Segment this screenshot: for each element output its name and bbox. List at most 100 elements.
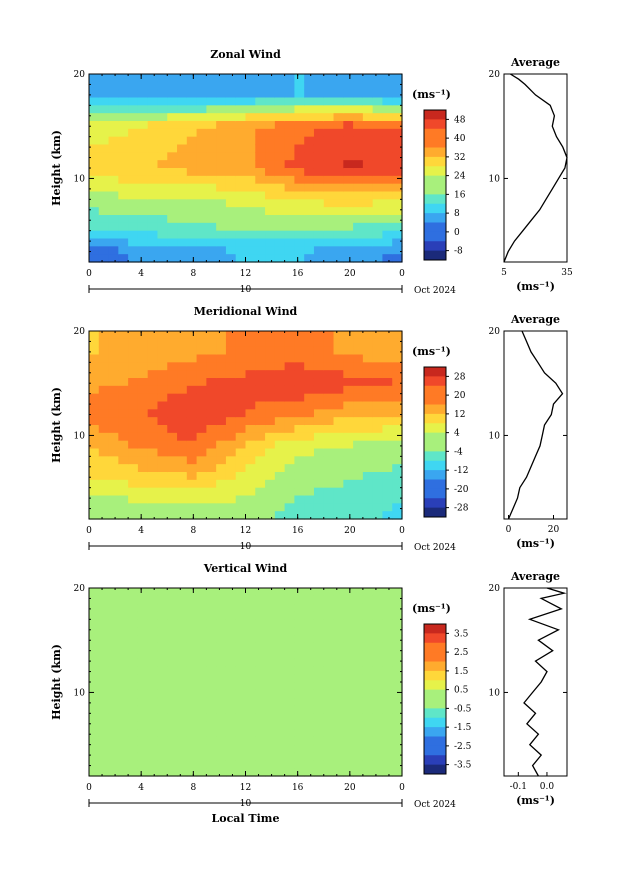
heatmap-cell	[108, 230, 119, 240]
heatmap-cell	[362, 385, 374, 395]
heatmap-cell	[362, 487, 374, 497]
heatmap-cell	[362, 456, 374, 465]
heatmap-cell	[265, 113, 276, 122]
heatmap-cell	[177, 409, 188, 418]
heatmap-cell	[255, 425, 266, 434]
heatmap-cell	[147, 635, 159, 644]
heatmap-cell	[343, 199, 354, 208]
heatmap-cell	[294, 144, 305, 153]
heatmap-cell	[128, 619, 139, 628]
heatmap-cell	[167, 666, 178, 675]
heatmap-cell	[147, 370, 159, 379]
heatmap-cell	[137, 168, 149, 177]
heatmap-cell	[89, 603, 100, 613]
heatmap-cell	[323, 689, 335, 699]
heatmap-cell	[382, 697, 393, 707]
heatmap-cell	[284, 74, 296, 83]
heatmap-cell	[382, 588, 393, 597]
heatmap-cell	[284, 511, 296, 520]
heatmap-cell	[274, 168, 286, 177]
heatmap-cell	[235, 503, 247, 512]
heatmap-cell	[196, 697, 207, 707]
heatmap-cell	[167, 207, 178, 216]
heatmap-cell	[177, 105, 188, 114]
heatmap-cell	[147, 425, 159, 434]
heatmap-cell	[225, 175, 237, 185]
heatmap-cell	[255, 503, 266, 512]
heatmap-cell	[167, 479, 178, 489]
heatmap-cell	[128, 74, 139, 83]
heatmap-cell	[89, 611, 100, 620]
heatmap-cell	[225, 713, 237, 722]
heatmap-cell	[89, 393, 100, 403]
heatmap-cell	[137, 401, 149, 410]
heatmap-cell	[186, 128, 198, 138]
heatmap-cell	[274, 487, 286, 497]
heatmap-cell	[225, 425, 237, 434]
panel-title: Zonal Wind	[210, 48, 281, 61]
heatmap-cell	[304, 697, 315, 707]
heatmap-cell	[216, 729, 227, 738]
heatmap-cell	[98, 378, 110, 387]
heatmap-cell	[128, 666, 139, 675]
heatmap-cell	[118, 105, 129, 114]
heatmap-cell	[284, 448, 296, 457]
heatmap-cell	[157, 603, 168, 613]
heatmap-cell	[274, 238, 286, 247]
heatmap-cell	[225, 385, 237, 395]
heatmap-cell	[353, 222, 364, 232]
colorbar-segment	[424, 764, 446, 775]
heatmap-cell	[382, 113, 393, 122]
heatmap-cell	[108, 736, 119, 746]
heatmap-cell	[362, 666, 374, 675]
x-tick-label: 4	[138, 783, 144, 793]
heatmap-cell	[382, 97, 393, 106]
heatmap-cell	[255, 152, 266, 161]
heatmap-cell	[235, 346, 247, 356]
heatmap-cell	[177, 642, 188, 652]
heatmap-cell	[167, 199, 178, 208]
heatmap-cell	[362, 246, 374, 255]
heatmap-cell	[98, 230, 110, 240]
heatmap-cell	[274, 736, 286, 746]
heatmap-cell	[235, 97, 247, 106]
heatmap-cell	[313, 611, 325, 620]
heatmap-cell	[137, 425, 149, 434]
heatmap-cell	[333, 105, 344, 114]
heatmap-cell	[392, 136, 403, 146]
heatmap-cell	[118, 338, 129, 348]
heatmap-cell	[196, 417, 207, 426]
heatmap-cell	[206, 168, 217, 177]
heatmap-cell	[147, 338, 159, 348]
heatmap-cell	[157, 736, 168, 746]
heatmap-cell	[206, 479, 217, 489]
heatmap-cell	[89, 222, 100, 232]
heatmap-cell	[255, 729, 266, 738]
heatmap-cell	[225, 354, 237, 363]
heatmap-cell	[128, 417, 139, 426]
heatmap-cell	[392, 713, 403, 722]
heatmap-cell	[333, 674, 344, 683]
heatmap-cell	[157, 635, 168, 644]
heatmap-cell	[392, 479, 403, 489]
heatmap-cell	[294, 113, 305, 122]
heatmap-cell	[323, 603, 335, 613]
heatmap-cell	[157, 409, 168, 418]
heatmap-cell	[108, 346, 119, 356]
colorbar-frame	[423, 366, 447, 518]
y-tick-label: 10	[74, 688, 86, 698]
heatmap-cell	[177, 128, 188, 138]
heatmap-cell	[89, 128, 100, 138]
heatmap-cell	[313, 658, 325, 667]
heatmap-cell	[118, 362, 129, 371]
heatmap-cell	[274, 666, 286, 675]
heatmap-cell	[177, 464, 188, 473]
heatmap-cell	[216, 97, 227, 106]
heatmap-cell	[274, 503, 286, 512]
heatmap-cell	[382, 487, 393, 497]
heatmap-cell	[157, 222, 168, 232]
heatmap-cell	[284, 346, 296, 356]
heatmap-cell	[353, 152, 364, 161]
colorbar-tick-label: 3.5	[454, 629, 469, 639]
heatmap-cell	[265, 603, 276, 613]
